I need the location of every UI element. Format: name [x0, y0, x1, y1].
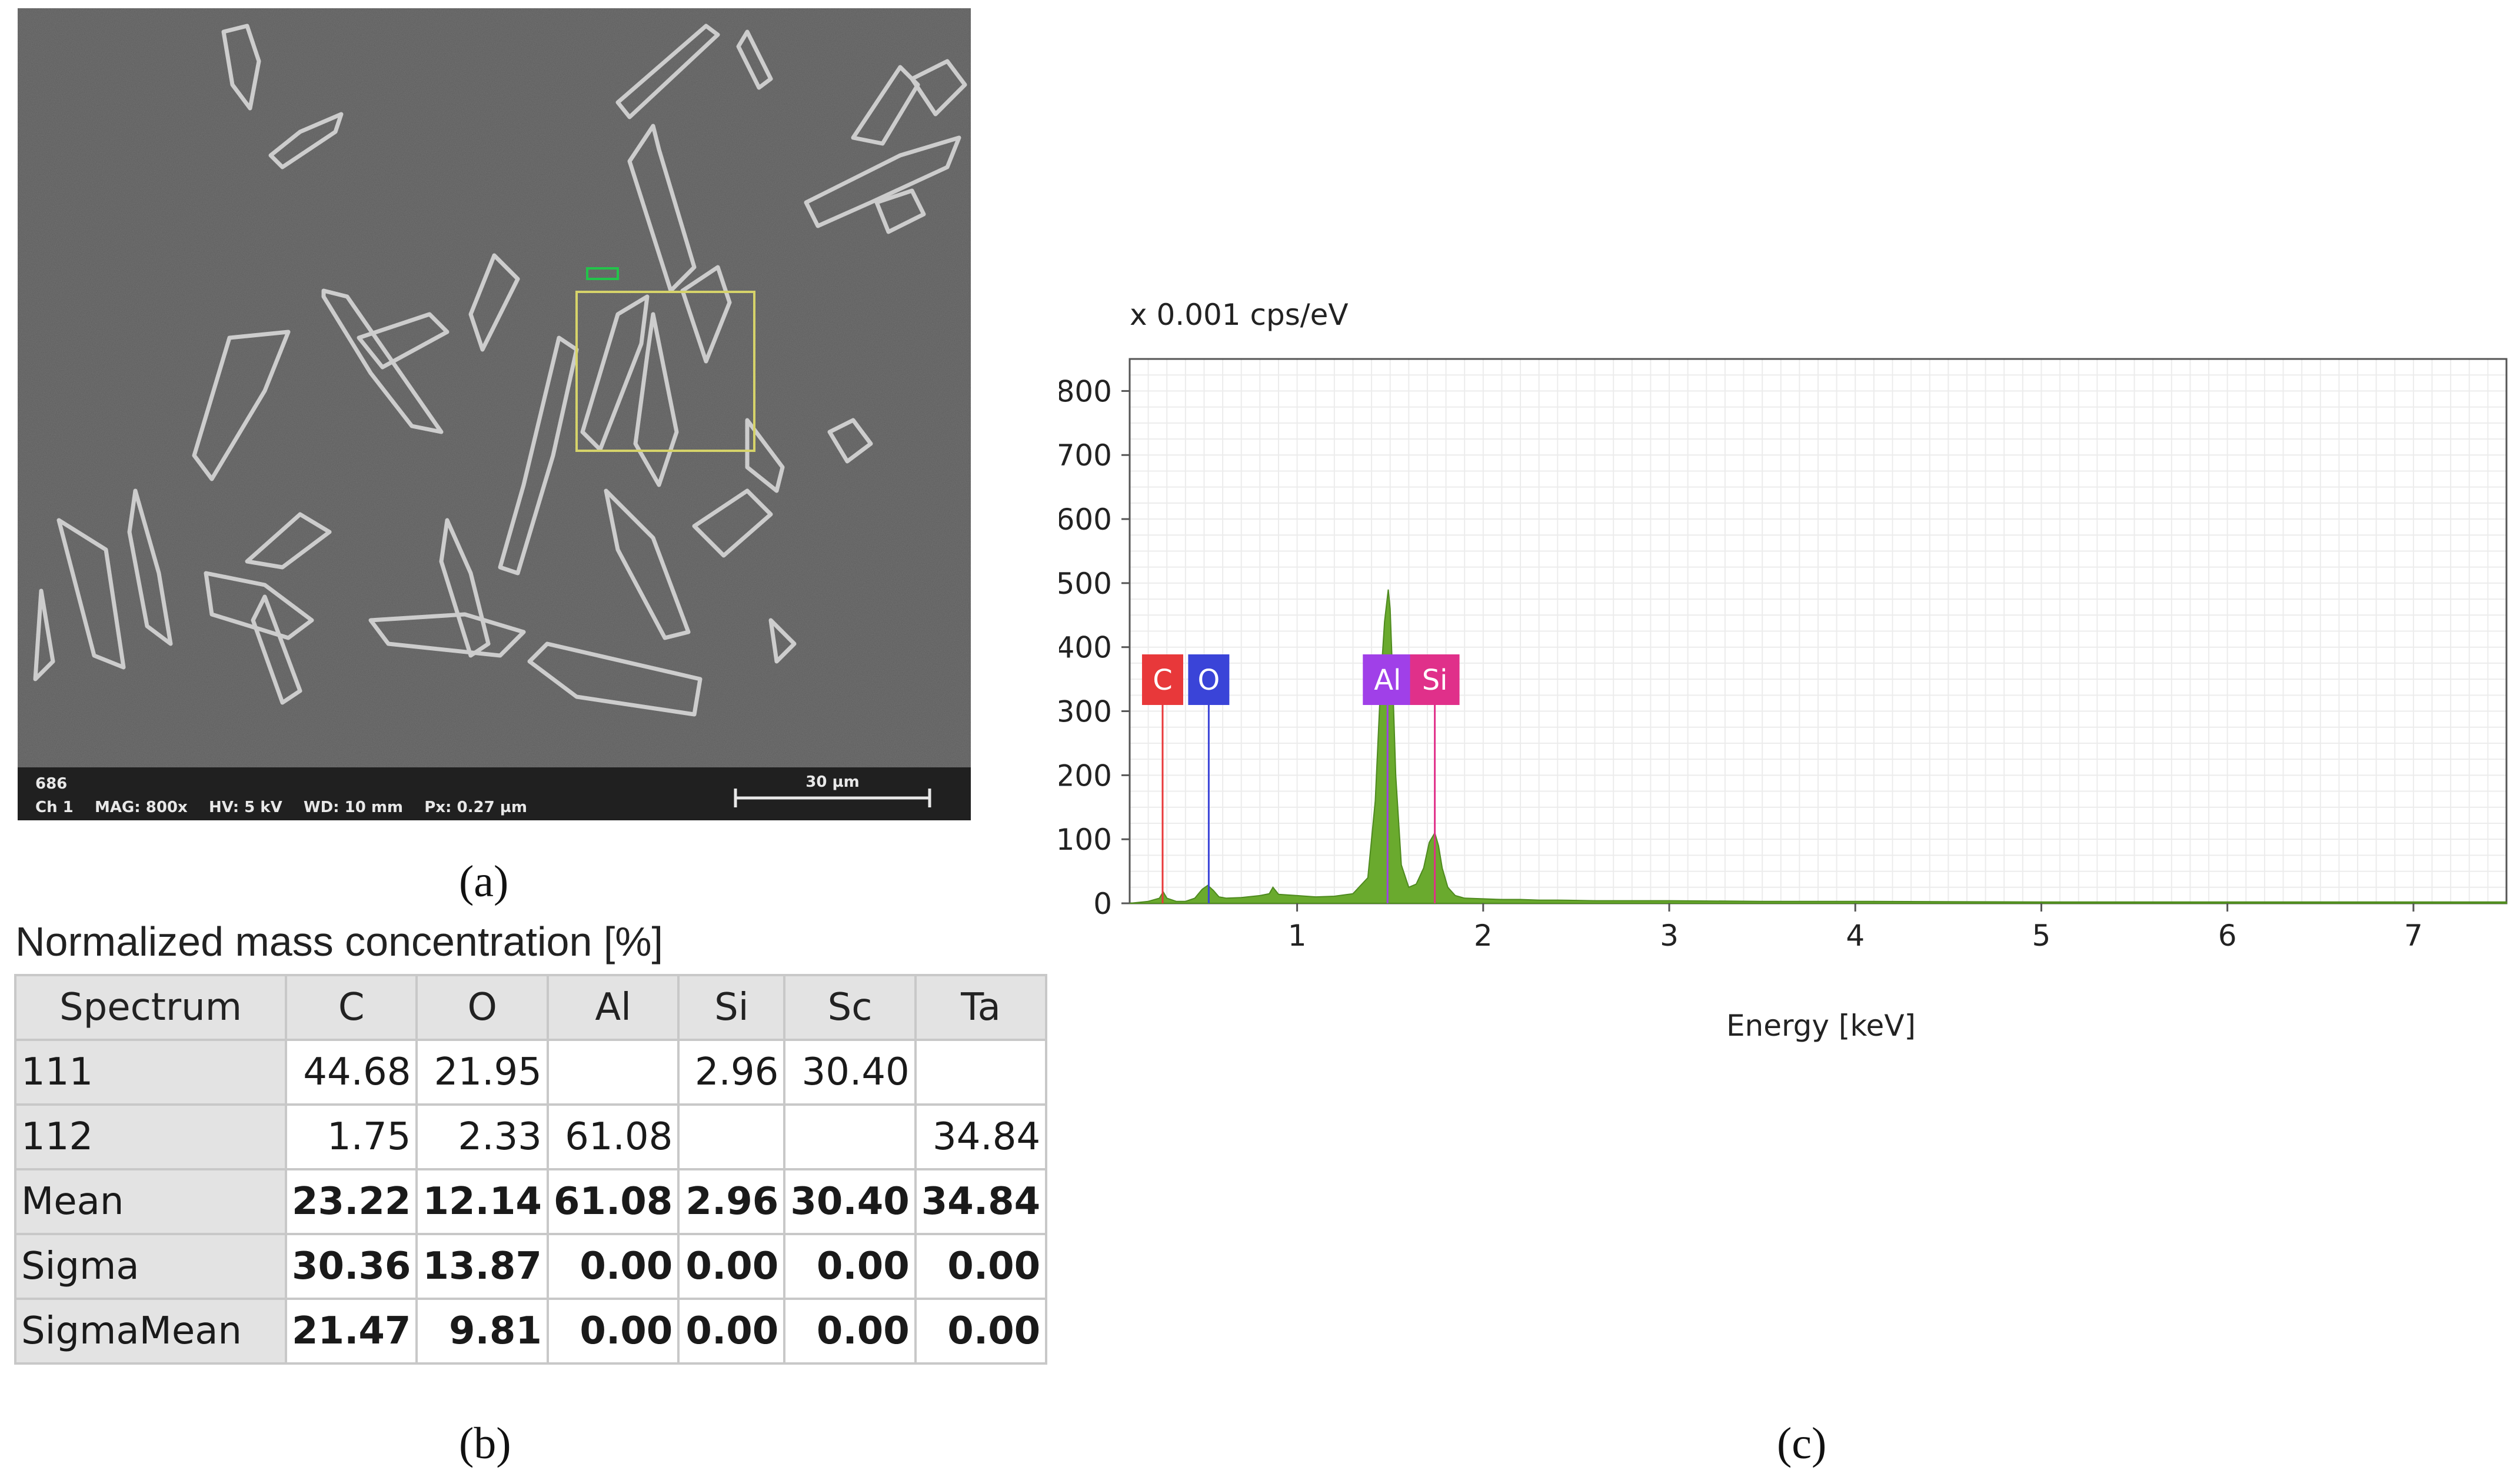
concentration-table: Spectrum C O Al Si Sc Ta 111 44.68 21.95 2.… [14, 974, 1048, 1365]
table-cell: 34.84 [914, 1103, 1048, 1170]
element-marker-label: Al [1374, 664, 1401, 697]
table-cell: 2.33 [415, 1103, 549, 1170]
eds-spectrum-chart: x 0.001 cps/eV C O Al Si 010020030040050060… [1059, 298, 2508, 1043]
caption-c: (c) [1777, 1419, 1827, 1468]
precipitate-features [33, 24, 967, 717]
element-marker-box [1141, 654, 1183, 705]
sem-micrograph: 686 Ch 1 MAG: 800x HV: 5 kV WD: 10 mm Px… [18, 8, 971, 820]
y-tick-label: 700 [1059, 438, 1112, 473]
element-marker-label: O [1198, 664, 1220, 697]
table-cell: 0.00 [546, 1233, 680, 1300]
column-header: O [415, 974, 549, 1041]
column-header: Al [546, 974, 680, 1041]
scale-bar-label: 30 µm [805, 773, 859, 791]
table-cell: 61.08 [546, 1103, 680, 1170]
element-marker-label: C [1153, 664, 1173, 697]
table-cell: 30.36 [284, 1233, 418, 1300]
sem-info-bar [18, 767, 971, 820]
element-markers: C O Al Si [1141, 654, 1460, 903]
table-cell: 0.00 [677, 1233, 786, 1300]
y-tick-label: 600 [1059, 503, 1112, 537]
table-cell [783, 1103, 917, 1170]
table-row: 111 44.68 21.95 2.96 30.40 [14, 1039, 1048, 1106]
column-header: C [284, 974, 418, 1041]
table-cell: 34.84 [914, 1168, 1048, 1235]
column-header: Spectrum [14, 974, 287, 1041]
caption-a: (a) [459, 857, 509, 906]
table-cell: 1.75 [284, 1103, 418, 1170]
plot-grid [1130, 358, 2507, 903]
table-cell: 44.68 [284, 1039, 418, 1106]
column-header: Ta [914, 974, 1048, 1041]
table-row: 112 1.75 2.33 61.08 34.84 [14, 1103, 1048, 1170]
table-cell: 0.00 [783, 1298, 917, 1365]
x-tick-label: 5 [2032, 919, 2051, 953]
element-marker-box [1410, 654, 1460, 705]
y-tick-labels: 0 100 200 300 400 500 600 700 800 [1059, 374, 1130, 921]
table-cell: 2.96 [677, 1039, 786, 1106]
table-cell [677, 1103, 786, 1170]
element-marker-label: Si [1422, 664, 1448, 697]
row-label: Mean [14, 1168, 287, 1235]
table-cell: 12.14 [415, 1168, 549, 1235]
scale-bar [734, 789, 931, 807]
row-label: 111 [14, 1039, 287, 1106]
table-cell: 23.22 [284, 1168, 418, 1235]
roi-box[interactable] [575, 291, 755, 452]
element-marker-box [1188, 654, 1230, 705]
table-row: Mean 23.22 12.14 61.08 2.96 30.40 34.84 [14, 1168, 1048, 1235]
y-tick-label: 200 [1059, 759, 1112, 793]
row-label: SigmaMean [14, 1298, 287, 1365]
row-label: 112 [14, 1103, 287, 1170]
y-tick-label: 800 [1059, 374, 1112, 408]
x-axis-label: Energy [keV] [1726, 1009, 1916, 1043]
table-cell: 0.00 [914, 1233, 1048, 1300]
table-cell: 21.95 [415, 1039, 549, 1106]
y-tick-label: 100 [1059, 823, 1112, 857]
table-cell: 61.08 [546, 1168, 680, 1235]
y-tick-label: 300 [1059, 695, 1112, 729]
caption-b: (b) [459, 1419, 511, 1468]
row-label: Sigma [14, 1233, 287, 1300]
table-cell [546, 1039, 680, 1106]
sem-info-line1: 686 [35, 775, 67, 793]
table-cell: 30.40 [783, 1039, 917, 1106]
y-axis-unit-label: x 0.001 cps/eV [1130, 298, 1349, 332]
table-cell [914, 1039, 1048, 1106]
x-tick-labels: 1 2 3 4 5 6 7 [1288, 903, 2423, 953]
table-cell: 21.47 [284, 1298, 418, 1365]
column-header: Si [677, 974, 786, 1041]
x-tick-label: 7 [2404, 919, 2423, 953]
table-cell: 0.00 [546, 1298, 680, 1365]
sem-noise [18, 8, 971, 767]
table-row: Sigma 30.36 13.87 0.00 0.00 0.00 0.00 [14, 1233, 1048, 1300]
y-tick-label: 0 [1093, 887, 1112, 921]
x-tick-label: 6 [2218, 919, 2237, 953]
table-cell: 0.00 [914, 1298, 1048, 1365]
y-tick-label: 500 [1059, 567, 1112, 601]
table-cell: 30.40 [783, 1168, 917, 1235]
table-title: Normalized mass concentration [%] [15, 919, 663, 965]
table-header-row: Spectrum C O Al Si Sc Ta [14, 974, 1048, 1041]
table-cell: 13.87 [415, 1233, 549, 1300]
y-tick-label: 400 [1059, 631, 1112, 665]
roi-marker [586, 267, 619, 280]
table-cell: 0.00 [677, 1298, 786, 1365]
element-marker-box [1363, 654, 1413, 705]
x-tick-label: 2 [1474, 919, 1493, 953]
x-tick-label: 1 [1288, 919, 1307, 953]
table-row: SigmaMean 21.47 9.81 0.00 0.00 0.00 0.00 [14, 1298, 1048, 1365]
x-tick-label: 3 [1660, 919, 1679, 953]
column-header: Sc [783, 974, 917, 1041]
table-cell: 2.96 [677, 1168, 786, 1235]
x-tick-label: 4 [1846, 919, 1865, 953]
sem-info-line2: Ch 1 MAG: 800x HV: 5 kV WD: 10 mm Px: 0.… [35, 799, 527, 816]
table-cell: 0.00 [783, 1233, 917, 1300]
table-cell: 9.81 [415, 1298, 549, 1365]
